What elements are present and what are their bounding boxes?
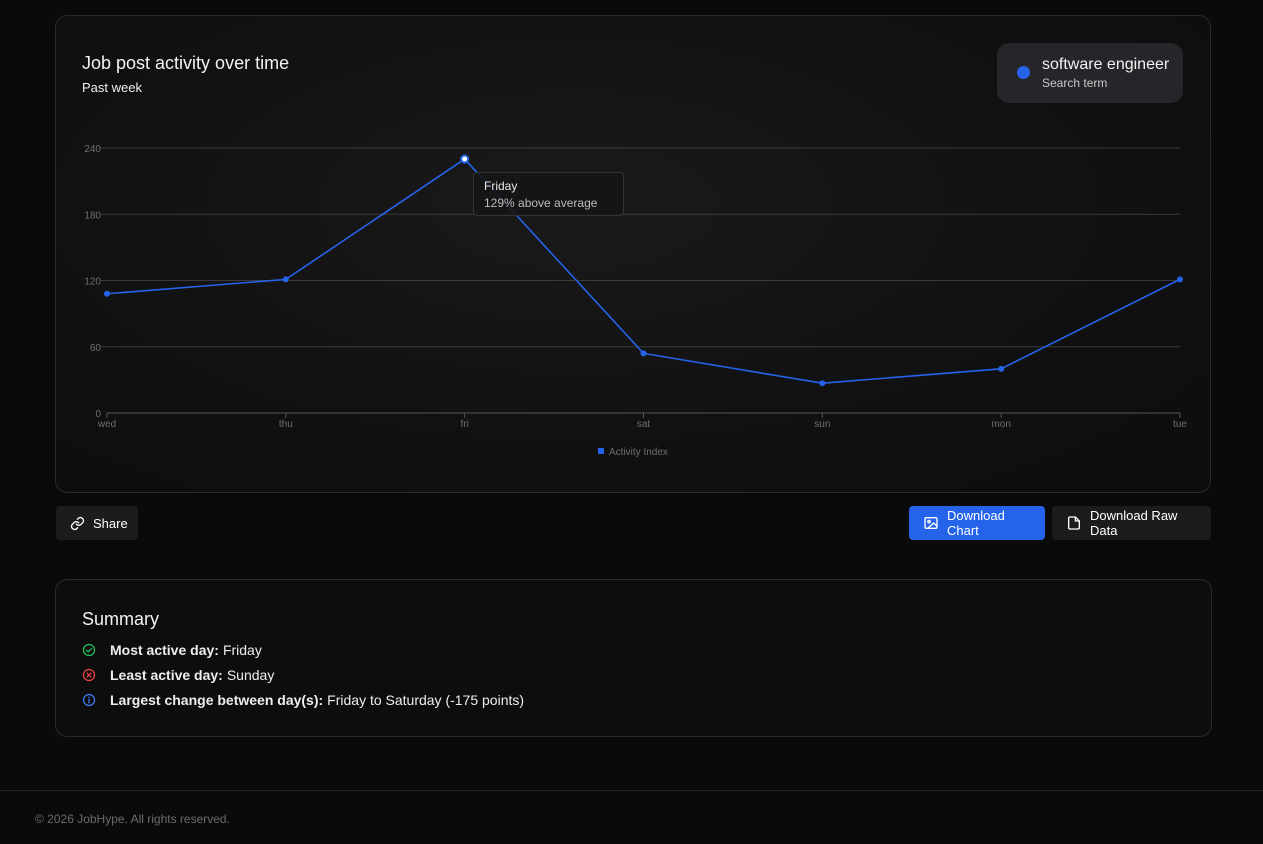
summary-most-active: Most active day: Friday (82, 642, 262, 658)
data-point (998, 365, 1005, 372)
summary-largest-change: Largest change between day(s): Friday to… (82, 692, 524, 708)
most-active-label: Most active day: (110, 642, 219, 658)
footer-divider (0, 790, 1263, 791)
x-tick-label: thu (279, 419, 293, 430)
largest-change-label: Largest change between day(s): (110, 692, 324, 708)
chart-card: Job post activity over time Past week so… (55, 15, 1211, 493)
data-point (819, 380, 826, 387)
x-tick-label: tue (1173, 419, 1187, 430)
least-active-value: Sunday (226, 667, 275, 683)
y-tick-label: 180 (84, 210, 101, 221)
data-point (1177, 276, 1183, 283)
share-button[interactable]: Share (56, 506, 138, 540)
download-chart-label: Download Chart (947, 508, 1005, 538)
download-raw-data-button[interactable]: Download Raw Data (1052, 506, 1211, 540)
series-line (106, 158, 1181, 384)
tooltip-day: Friday (484, 179, 518, 193)
y-tick-label: 240 (84, 144, 101, 155)
x-tick-label: wed (97, 419, 116, 430)
x-tick-label: sun (814, 419, 830, 430)
search-term-legend: software engineer Search term (997, 43, 1183, 103)
least-active-label: Least active day: (110, 667, 223, 683)
legend-swatch (598, 448, 604, 454)
most-active-value: Friday (222, 642, 262, 658)
check-circle-icon (82, 643, 96, 657)
x-tick-label: sat (637, 419, 651, 430)
summary-least-active: Least active day: Sunday (82, 667, 274, 683)
series-color-dot (1017, 66, 1030, 79)
chart-subtitle: Past week (82, 80, 142, 95)
info-circle-icon (82, 693, 96, 707)
largest-change-value: Friday to Saturday (-175 points) (327, 692, 525, 708)
y-tick-label: 60 (90, 343, 102, 354)
data-point (640, 350, 647, 357)
download-raw-data-label: Download Raw Data (1090, 508, 1178, 538)
line-chart: 0 60 120 180 240 wed thu fri sat sun mon tue Activit… (84, 144, 1187, 458)
y-tick-label: 0 (95, 409, 101, 420)
legend-label: Activity Index (609, 447, 668, 458)
summary-card: Summary Most active day: Friday Least ac… (55, 579, 1212, 737)
chart-tooltip: Friday 129% above average (473, 172, 624, 216)
x-tick-label: fri (460, 419, 468, 430)
chart-title: Job post activity over time (82, 53, 290, 73)
tooltip-value: 129% above average (484, 196, 598, 210)
data-point (104, 290, 110, 297)
search-term-caption: Search term (1042, 76, 1108, 90)
share-label: Share (93, 515, 128, 531)
download-chart-button[interactable]: Download Chart (909, 506, 1045, 540)
summary-title: Summary (82, 609, 160, 629)
data-point-highlighted (460, 154, 470, 164)
search-term-name: software engineer (1042, 56, 1170, 73)
file-icon (1068, 516, 1080, 530)
y-tick-label: 120 (84, 277, 101, 288)
link-icon (70, 516, 85, 530)
image-icon (924, 517, 938, 529)
x-tick-label: mon (991, 419, 1010, 430)
footer-copyright: © 2026 JobHype. All rights reserved. (35, 812, 230, 826)
x-circle-icon (82, 668, 96, 682)
data-point (282, 276, 289, 283)
